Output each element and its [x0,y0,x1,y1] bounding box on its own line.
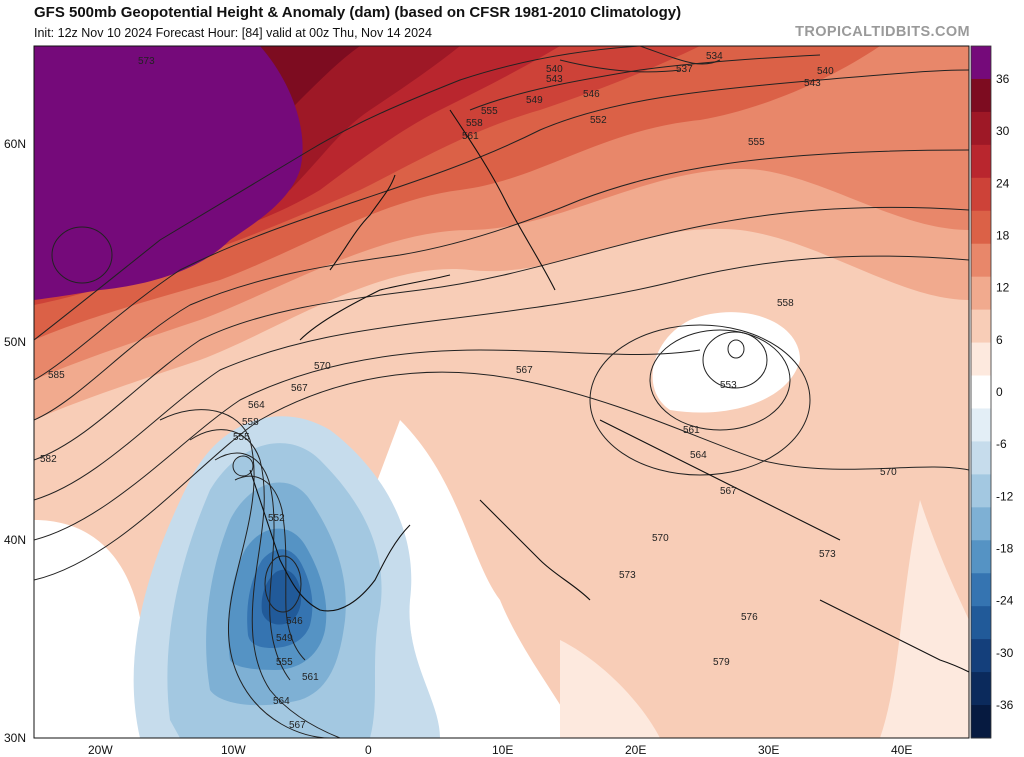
lon-label: 30E [758,743,779,757]
contour-label: 555 [481,106,498,117]
contour-label: 573 [819,549,836,560]
contour-label: 567 [291,383,308,394]
contour-label: 546 [286,616,303,627]
lon-label: 20E [625,743,646,757]
colorbar-segment [971,573,991,607]
colorbar-segment [971,606,991,640]
latitude-axis: 60N 50N 40N 30N [4,137,26,745]
chart-title: GFS 500mb Geopotential Height & Anomaly … [34,4,682,21]
contour-label: 552 [590,115,607,126]
colorbar-segment [971,507,991,541]
contour-label: 558 [242,417,259,428]
contour-label: 561 [683,425,700,436]
contour-labels: 573 540 543 549 555 558 561 546 537 534 … [40,51,897,731]
contour-label: 549 [276,633,293,644]
contour-label: 570 [880,467,897,478]
colorbar-tick-label: -24 [996,594,1014,608]
colorbar-segment [971,375,991,409]
contour-label: 555 [233,432,250,443]
colorbar-segment [971,177,991,212]
contour-label: 540 [817,66,834,77]
lat-label: 50N [4,335,26,349]
map-frame [33,45,970,739]
contour-label: 570 [314,361,331,372]
colorbar-segment [971,243,991,278]
lon-label: 10W [221,743,246,757]
colorbar-segment [971,144,991,179]
colorbar-frame [970,45,992,739]
lon-label: 40E [891,743,912,757]
contour-label: 561 [302,672,319,683]
colorbar-segment [971,441,991,475]
colorbar-segment [971,210,991,245]
contour-label: 579 [713,657,730,668]
colorbar-tick-label: 18 [996,228,1010,242]
colorbar-segment [971,46,991,80]
contour-label: 552 [268,513,285,524]
lon-label: 20W [88,743,113,757]
lat-label: 60N [4,137,26,151]
colorbar-segment [971,111,991,146]
longitude-axis: 20W 10W 0 10E 20E 30E 40E [88,743,912,757]
contour-label: 534 [706,51,723,62]
colorbar-tick-label: 24 [996,176,1010,190]
brand-watermark: TROPICALTIDBITS.COM [795,24,970,40]
contour-label: 564 [273,696,290,707]
lon-label: 10E [492,743,513,757]
contour-label: 555 [276,657,293,668]
contour-label: 567 [720,486,737,497]
colorbar-segment [971,276,991,311]
colorbar-tick-label: 36 [996,72,1010,86]
colorbar-tick-label: -36 [996,698,1014,712]
contour-label: 561 [462,131,479,142]
contour-label: 540 [546,64,563,75]
colorbar-segment [971,78,991,113]
contour-label: 543 [546,74,563,85]
colorbar-segment [971,705,991,739]
colorbar-tick-label: -30 [996,646,1014,660]
colorbar-tick-label: 30 [996,124,1010,138]
colorbar-tick-label: 6 [996,333,1003,347]
contour-label: 573 [619,570,636,581]
colorbar-segment [971,474,991,508]
contour-label: 558 [466,118,483,129]
colorbar-tick-label: 0 [996,385,1003,399]
contour-label: 546 [583,89,600,100]
colorbar: 36 30 24 18 12 6 0 -6 -12 -18 -24 -30 -36 [970,45,1014,739]
colorbar-tick-label: -12 [996,489,1014,503]
anomaly-fill-layer [34,46,969,738]
contour-label: 576 [741,612,758,623]
contour-label: 585 [48,370,65,381]
contour-label: 549 [526,95,543,106]
contour-label: 553 [720,380,737,391]
contour-label: 573 [138,56,155,67]
colorbar-segment [971,309,991,344]
colorbar-segment [971,408,991,442]
lat-label: 30N [4,731,26,745]
colorbar-tick-label: -18 [996,542,1014,556]
contour-label: 582 [40,454,57,465]
contour-label: 537 [676,64,693,75]
chart-subtitle: Init: 12z Nov 10 2024 Forecast Hour: [84… [34,26,432,40]
contour-label: 558 [777,298,794,309]
colorbar-segment [971,672,991,706]
coastlines [249,109,969,673]
colorbar-segment [971,639,991,673]
contour-label: 543 [804,78,821,89]
contour-label: 570 [652,533,669,544]
colorbar-segment [971,342,991,377]
contour-label: 555 [748,137,765,148]
lat-label: 40N [4,533,26,547]
contour-label: 567 [516,365,533,376]
contour-label: 564 [690,450,707,461]
lon-label: 0 [365,743,372,757]
colorbar-segment [971,540,991,574]
contour-label: 564 [248,400,265,411]
colorbar-tick-label: -6 [996,437,1007,451]
colorbar-tick-label: 12 [996,281,1010,295]
contour-label: 567 [289,720,306,731]
